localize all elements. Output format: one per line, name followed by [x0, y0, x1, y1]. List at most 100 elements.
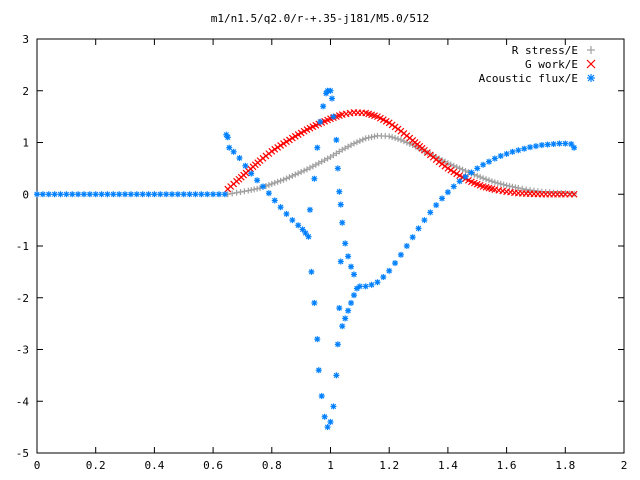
data-point — [127, 191, 134, 198]
data-point — [268, 180, 275, 187]
data-point — [374, 279, 381, 286]
data-point — [532, 143, 539, 150]
data-point — [295, 222, 302, 229]
x-tick-label: 1 — [327, 459, 334, 472]
data-point — [98, 191, 105, 198]
data-point — [439, 195, 446, 202]
data-point — [336, 305, 343, 312]
data-point — [289, 217, 296, 224]
data-point — [362, 135, 369, 142]
data-point — [277, 142, 285, 149]
data-point — [271, 145, 279, 153]
data-point — [254, 177, 261, 184]
data-point — [570, 190, 578, 198]
data-point — [236, 155, 243, 162]
data-point — [233, 189, 240, 196]
data-point — [415, 225, 422, 232]
x-tick-label: 1.4 — [438, 459, 458, 472]
y-tick-label: -4 — [16, 395, 30, 408]
data-point — [392, 135, 399, 142]
data-point — [51, 191, 58, 198]
data-point — [63, 191, 70, 198]
data-point — [480, 161, 487, 168]
data-point — [356, 137, 363, 144]
data-point — [400, 138, 407, 145]
data-point — [527, 144, 534, 151]
data-point — [277, 177, 284, 184]
data-point — [230, 148, 237, 155]
data-point — [163, 191, 170, 198]
data-point — [104, 191, 111, 198]
y-tick-label: 2 — [22, 85, 29, 98]
data-point — [327, 87, 334, 94]
data-point — [368, 281, 375, 288]
data-point — [259, 183, 266, 190]
data-point — [283, 210, 290, 217]
data-point — [333, 136, 340, 143]
data-point — [485, 177, 492, 184]
data-point — [169, 191, 176, 198]
data-point — [57, 191, 64, 198]
data-point — [271, 197, 278, 204]
data-point — [327, 418, 334, 425]
data-point — [421, 217, 428, 224]
data-point — [474, 165, 481, 172]
data-point — [345, 253, 352, 260]
data-point — [320, 103, 327, 110]
data-point — [371, 133, 378, 140]
data-point — [337, 258, 344, 265]
data-point — [350, 140, 357, 147]
x-tick-label: 0.2 — [86, 459, 106, 472]
data-point — [368, 134, 375, 141]
legend-marker — [587, 74, 595, 82]
legend-label: G work/E — [525, 58, 578, 71]
x-tick-label: 1.2 — [379, 459, 399, 472]
data-point — [353, 139, 360, 146]
data-point — [139, 191, 146, 198]
series-layer — [34, 87, 578, 431]
data-point — [406, 140, 413, 147]
data-point — [350, 292, 357, 299]
axis-ticks: 0 0.2 0.4 0.6 0.8 1 1.2 1.4 1.6 1.8 2 3 2 1 0 -1 -2 -3 -4 -… — [16, 33, 628, 472]
data-point — [80, 191, 87, 198]
data-point — [292, 171, 299, 178]
data-point — [477, 174, 484, 181]
data-point — [392, 260, 399, 267]
y-tick-label: -1 — [16, 240, 29, 253]
data-point — [69, 191, 76, 198]
x-tick-label: 0.6 — [203, 459, 223, 472]
data-point — [314, 144, 321, 151]
x-tick-label: 1.6 — [497, 459, 517, 472]
data-point — [298, 168, 305, 175]
data-point — [391, 123, 399, 131]
data-point — [459, 166, 466, 173]
data-point — [268, 147, 276, 155]
data-point — [226, 144, 233, 151]
data-point — [562, 140, 569, 147]
data-point — [385, 119, 393, 127]
data-point — [483, 176, 490, 183]
data-point — [265, 181, 272, 188]
data-point — [515, 185, 522, 192]
data-point — [251, 186, 258, 193]
data-point — [92, 191, 99, 198]
data-point — [365, 134, 372, 141]
data-point — [571, 144, 578, 151]
data-point — [315, 367, 322, 374]
data-point — [544, 141, 551, 148]
data-point — [395, 136, 402, 143]
data-point — [318, 393, 325, 400]
data-point — [538, 142, 545, 149]
data-point — [283, 175, 290, 182]
data-point — [342, 315, 349, 322]
data-point — [444, 189, 451, 196]
data-point — [45, 191, 52, 198]
data-point — [389, 134, 396, 141]
data-point — [359, 136, 366, 143]
data-point — [433, 202, 440, 209]
data-point — [245, 187, 252, 194]
data-point — [192, 191, 199, 198]
data-point — [356, 283, 363, 290]
data-point — [345, 307, 352, 314]
